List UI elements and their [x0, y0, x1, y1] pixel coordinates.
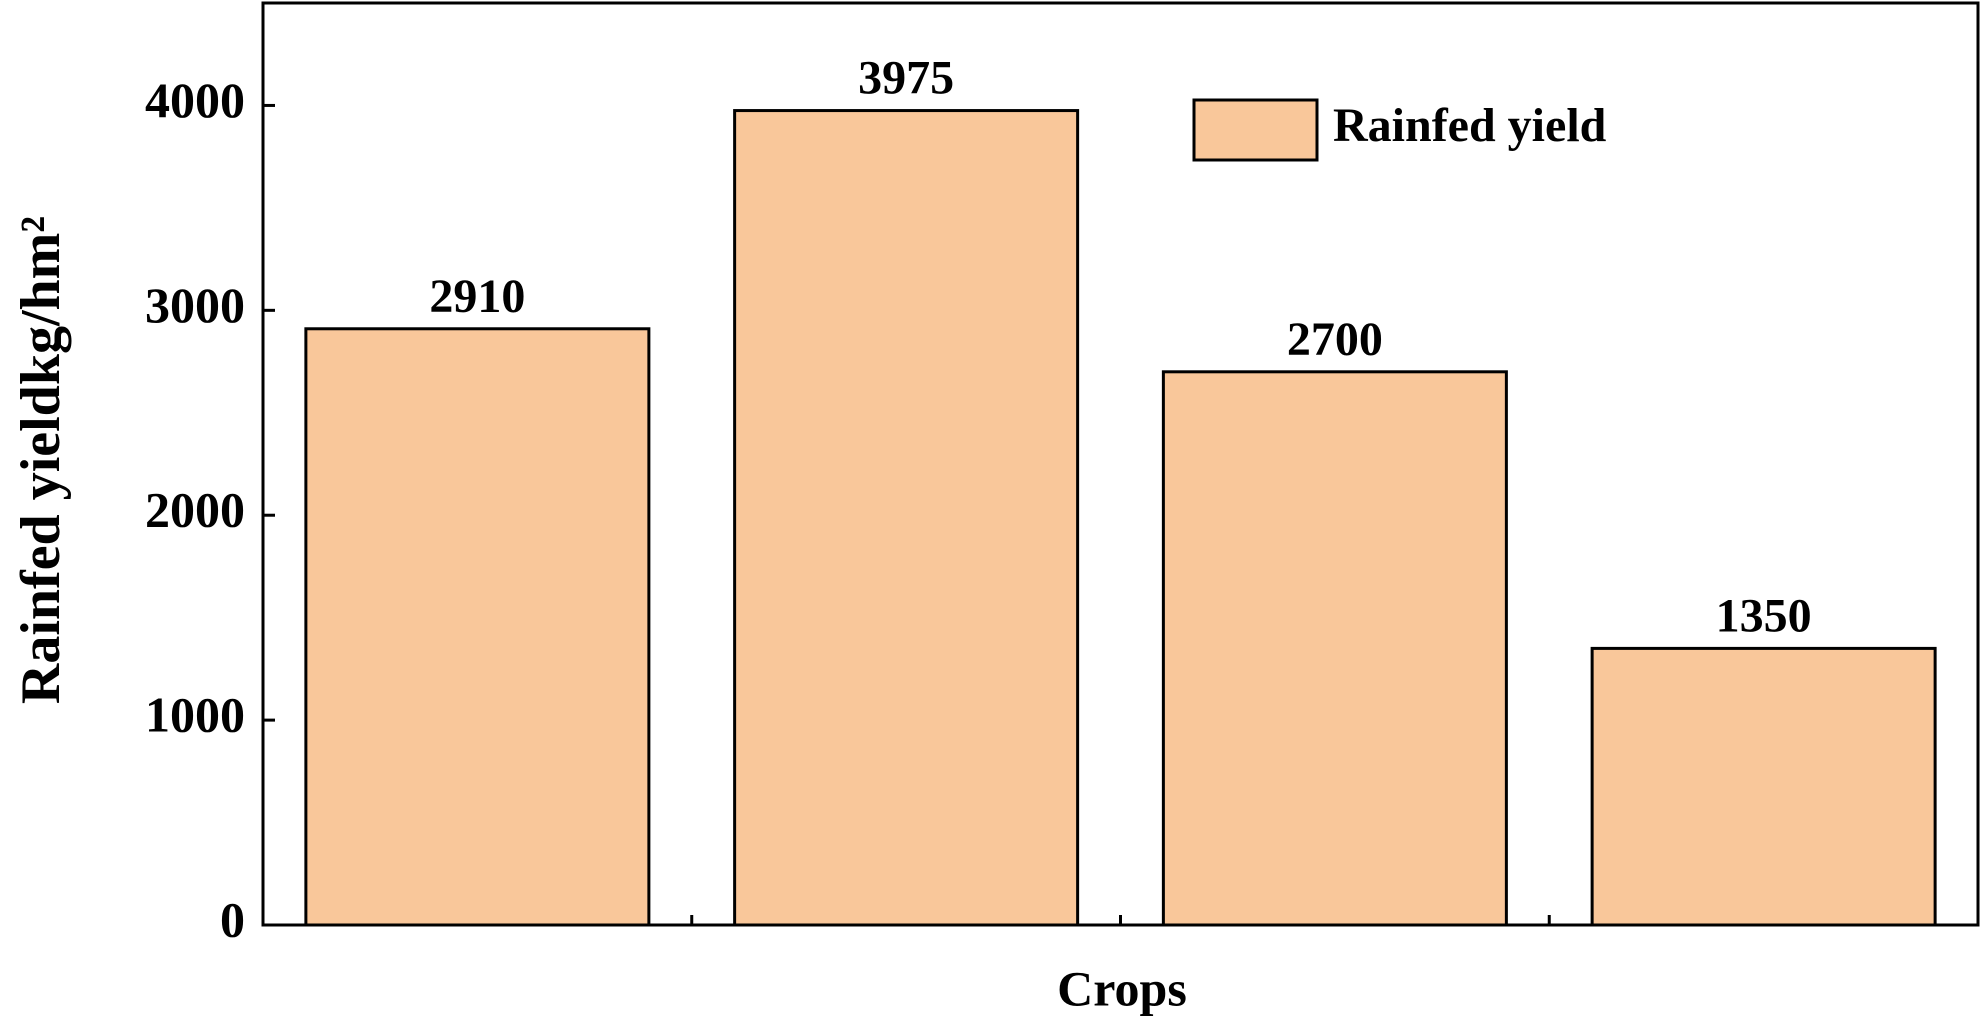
value-label: 3975 [858, 52, 954, 105]
bar [1590, 646, 1937, 927]
y-tick-label: 2000 [145, 482, 245, 538]
bar [733, 109, 1080, 927]
legend-label: Rainfed yield [1333, 99, 1607, 152]
y-tick-label: 4000 [145, 72, 245, 128]
bar [1161, 370, 1508, 927]
y-axis-label: Rainfed yieldkg/hm² [10, 216, 72, 704]
plot-frame [261, 1, 1980, 927]
value-label: 2700 [1287, 313, 1383, 366]
y-tick-label: 0 [220, 891, 245, 947]
x-axis-label: Crops [1057, 960, 1187, 1016]
y-tick-label: 3000 [145, 277, 245, 333]
legend-swatch [1192, 98, 1319, 162]
value-label: 2910 [429, 270, 525, 323]
y-tick-label: 1000 [145, 687, 245, 743]
bar [304, 327, 651, 927]
value-label: 1350 [1716, 589, 1812, 642]
